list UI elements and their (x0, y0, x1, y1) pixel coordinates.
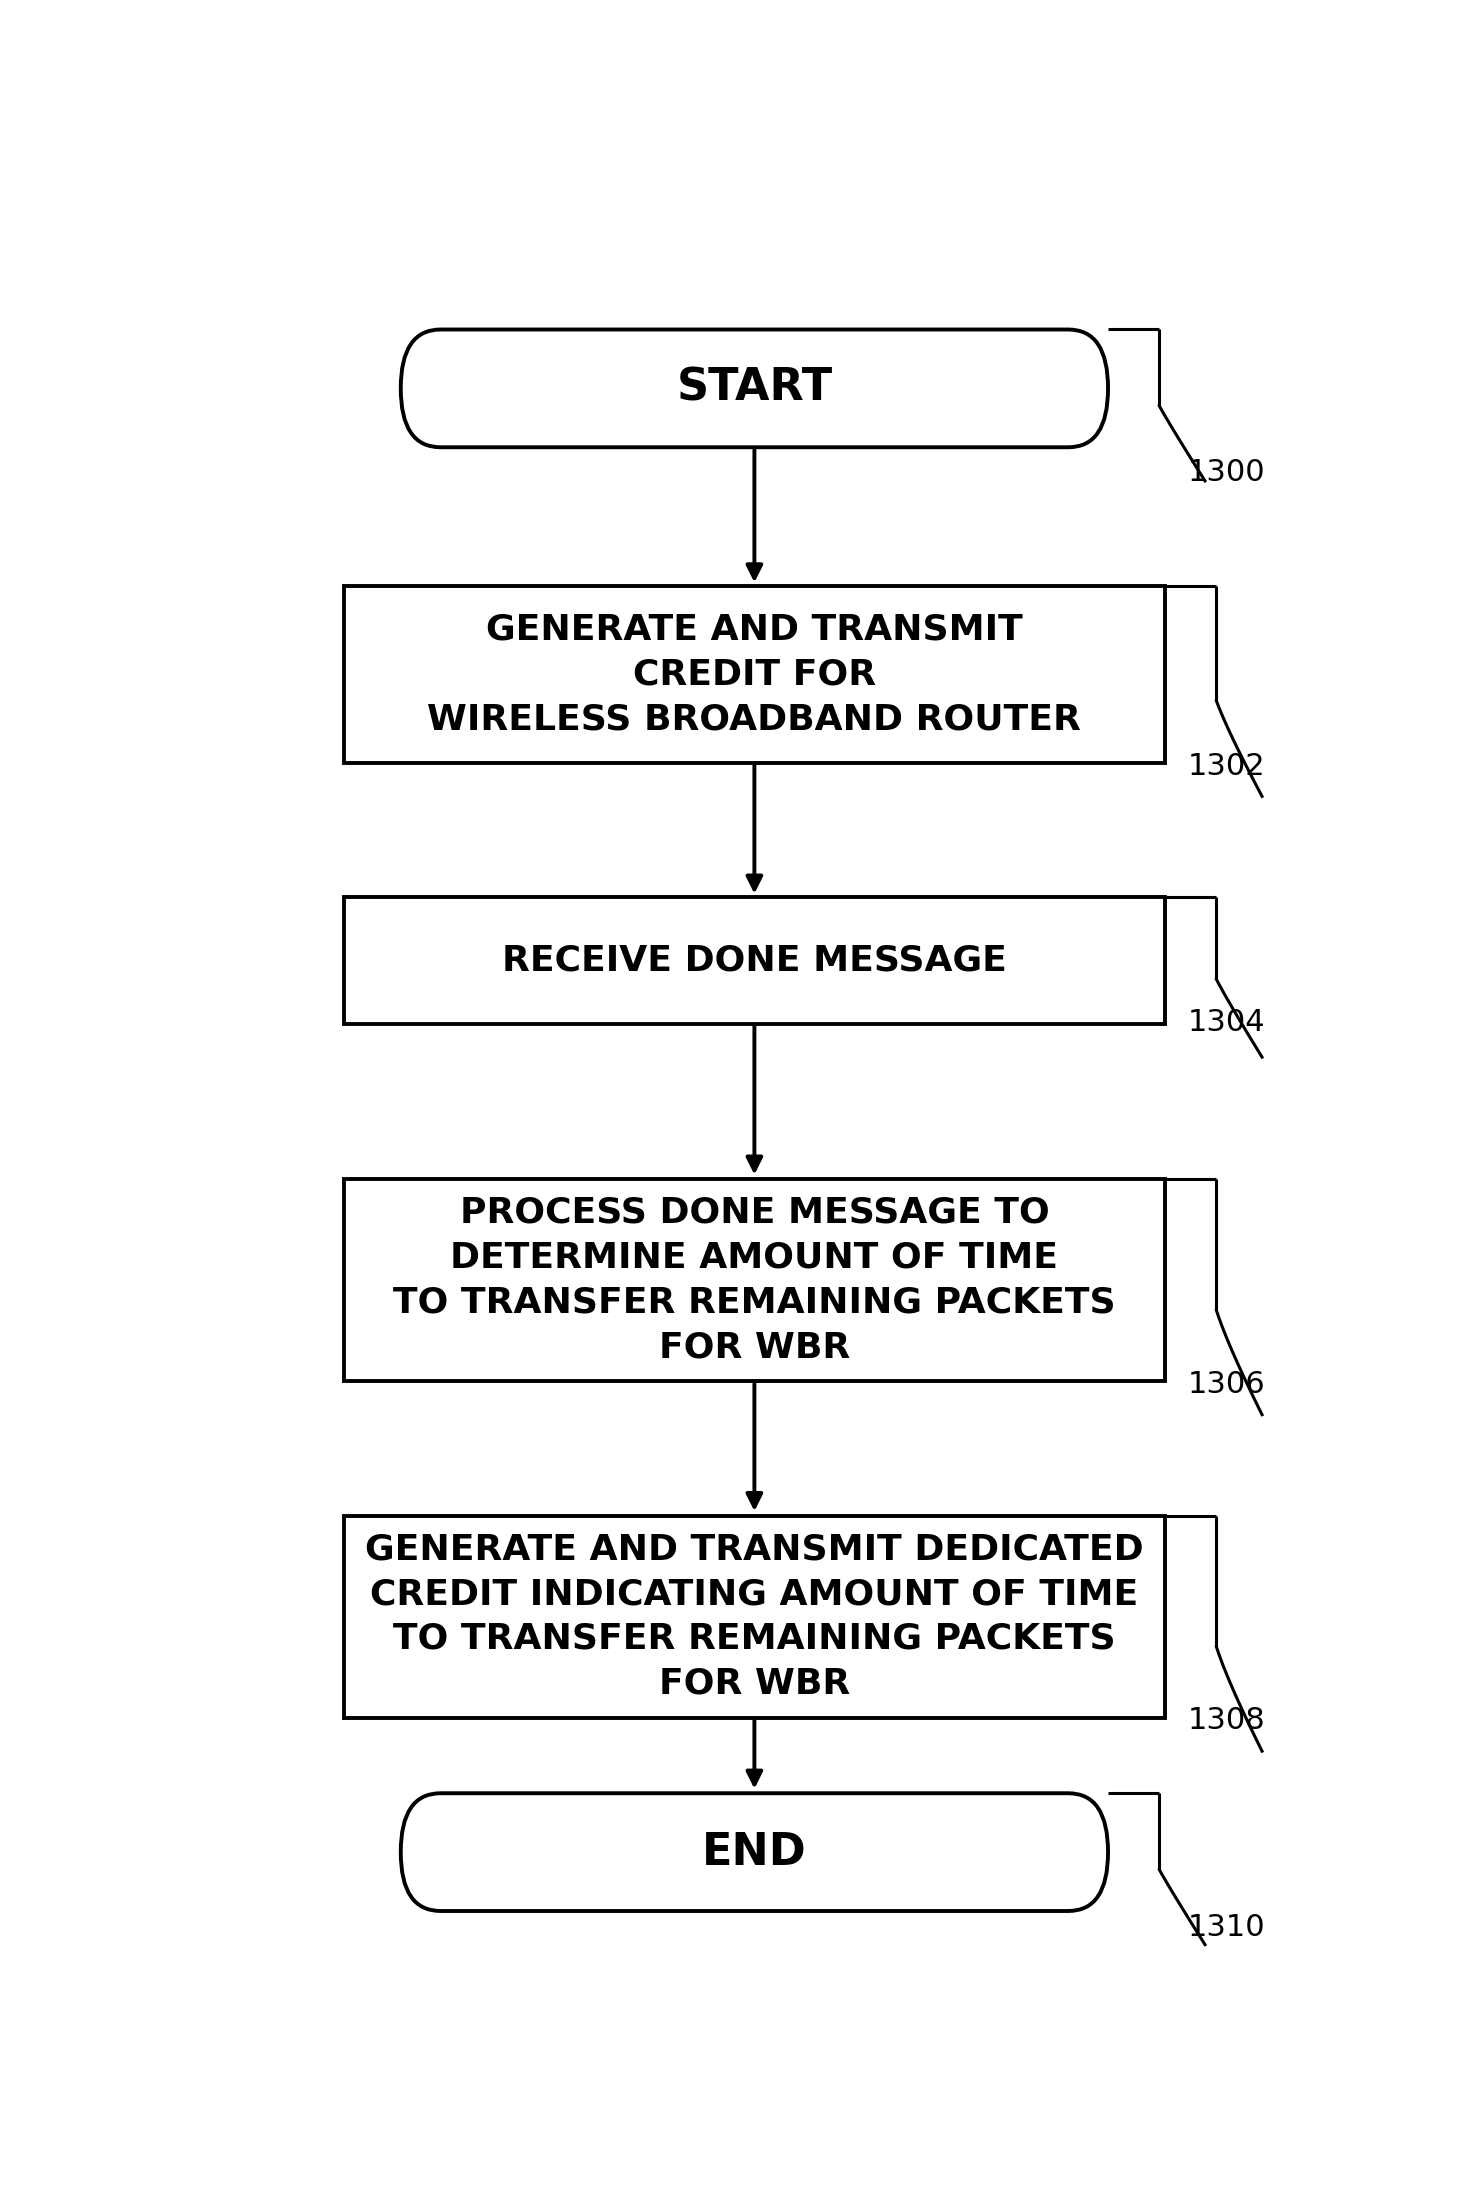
FancyBboxPatch shape (400, 330, 1108, 448)
FancyBboxPatch shape (343, 1180, 1166, 1381)
Text: START: START (676, 367, 833, 411)
Text: 1302: 1302 (1188, 752, 1266, 782)
Text: 1308: 1308 (1188, 1706, 1266, 1735)
Text: PROCESS DONE MESSAGE TO
DETERMINE AMOUNT OF TIME
TO TRANSFER REMAINING PACKETS
F: PROCESS DONE MESSAGE TO DETERMINE AMOUNT… (393, 1195, 1116, 1363)
FancyBboxPatch shape (400, 1794, 1108, 1912)
Text: GENERATE AND TRANSMIT
CREDIT FOR
WIRELESS BROADBAND ROUTER: GENERATE AND TRANSMIT CREDIT FOR WIRELES… (427, 612, 1082, 736)
FancyBboxPatch shape (343, 586, 1166, 763)
Text: 1306: 1306 (1188, 1370, 1266, 1398)
Text: RECEIVE DONE MESSAGE: RECEIVE DONE MESSAGE (502, 944, 1007, 977)
Text: 1310: 1310 (1188, 1914, 1266, 1942)
FancyBboxPatch shape (343, 898, 1166, 1023)
Text: 1300: 1300 (1188, 459, 1266, 487)
Text: 1304: 1304 (1188, 1007, 1266, 1038)
FancyBboxPatch shape (343, 1516, 1166, 1717)
Text: GENERATE AND TRANSMIT DEDICATED
CREDIT INDICATING AMOUNT OF TIME
TO TRANSFER REM: GENERATE AND TRANSMIT DEDICATED CREDIT I… (365, 1532, 1144, 1700)
Text: END: END (702, 1831, 807, 1873)
